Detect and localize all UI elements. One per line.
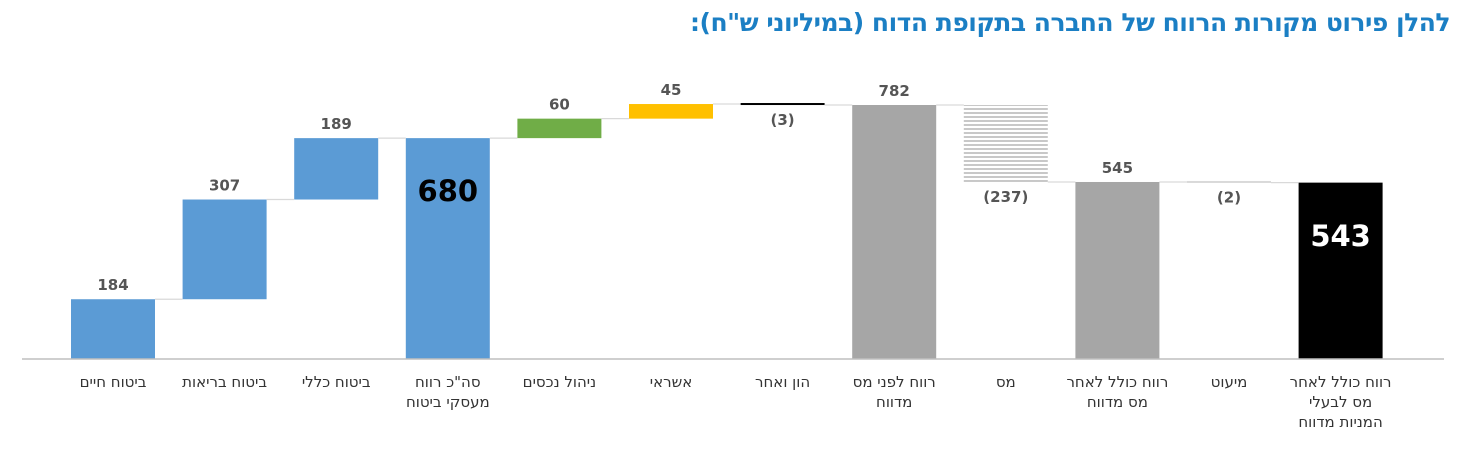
tick-label: ביטוח בריאות: [182, 373, 267, 391]
tick-label: רווח לפני מס: [853, 373, 936, 391]
data-label: (2): [1217, 189, 1241, 207]
bar: [71, 299, 155, 359]
bar: [182, 199, 267, 300]
bar: [1075, 181, 1160, 359]
page-title: להלן פירוט מקורות הרווח של החברה בתקופת …: [690, 8, 1450, 37]
data-label: 545: [1102, 159, 1133, 177]
bar: [1187, 180, 1271, 183]
tick-label: מיעוט: [1211, 373, 1248, 391]
tick-label: רווח כולל לאחר: [1290, 373, 1392, 391]
tick-label: רווח כולל לאחר: [1066, 373, 1168, 391]
bar: [629, 104, 713, 119]
data-label: 680: [418, 174, 479, 208]
data-label: 45: [661, 81, 682, 99]
bar: [294, 138, 379, 200]
tick-label: המניות מדווח: [1298, 413, 1382, 431]
data-label: 543: [1310, 219, 1371, 253]
tick-label: מס מדווח: [1087, 393, 1148, 411]
tick-label: ביטוח חיים: [80, 373, 147, 391]
data-label: 60: [549, 96, 570, 114]
data-label: (237): [983, 188, 1028, 206]
tick-label: מס: [996, 373, 1016, 391]
tick-label: מעסקי ביטוח: [406, 393, 490, 411]
data-label: 782: [879, 82, 910, 100]
bar: [963, 105, 1048, 182]
tick-label: ניהול נכסים: [523, 373, 597, 391]
data-label: 307: [209, 177, 240, 195]
tick-label: הון ואחר: [755, 373, 810, 391]
data-label: 189: [321, 115, 352, 133]
data-label: (3): [771, 111, 795, 129]
bar: [1298, 182, 1383, 359]
bar: [405, 138, 490, 359]
data-label: 184: [97, 276, 128, 294]
bar: [517, 118, 602, 139]
tick-label: אשראי: [650, 373, 693, 391]
tick-label: ביטוח כללי: [302, 373, 371, 391]
tick-label: מס לבעלי: [1309, 393, 1372, 411]
tick-label: מדווח: [876, 393, 912, 411]
bar: [740, 103, 825, 106]
tick-label: סה"כ רווח: [415, 373, 481, 391]
bar: [852, 105, 937, 359]
